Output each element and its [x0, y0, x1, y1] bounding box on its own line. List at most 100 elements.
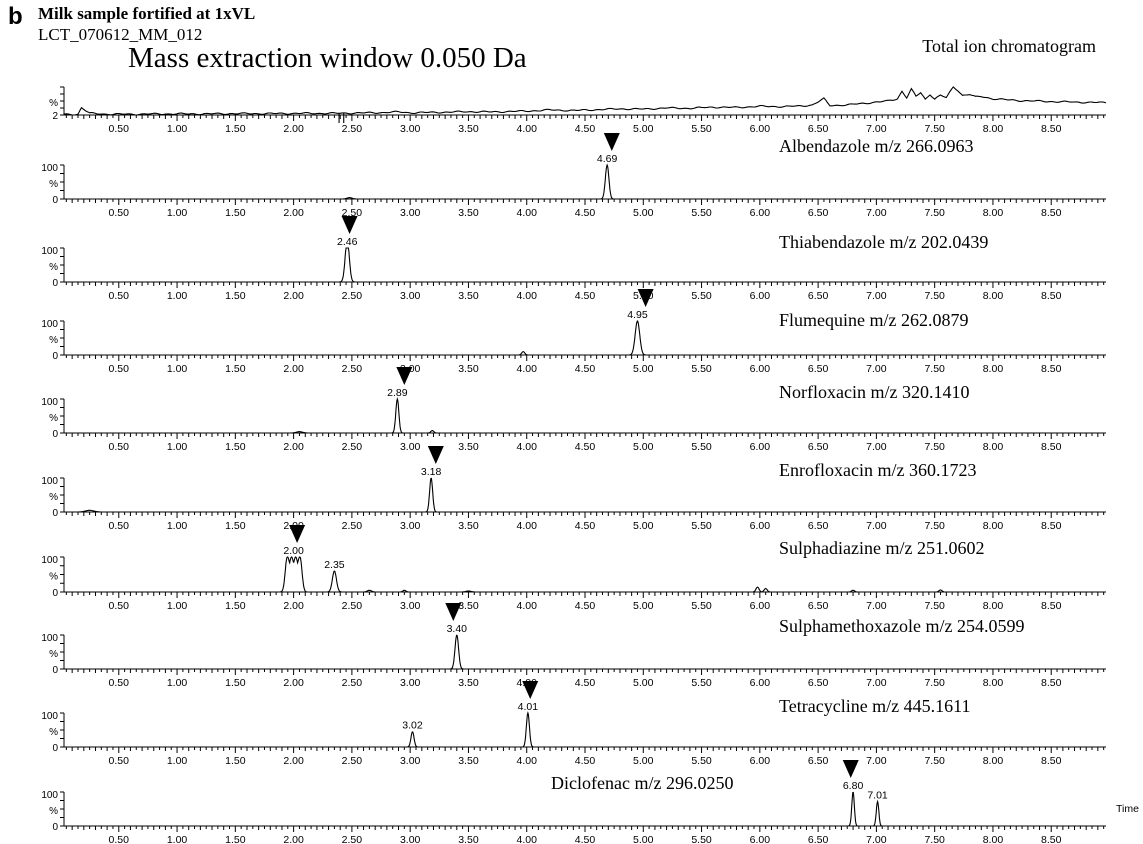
- peak-label: 3.18: [421, 466, 442, 478]
- chromatogram-trace: [64, 477, 1106, 513]
- x-tick-label: 6.50: [808, 363, 829, 375]
- y-bottom-label: 0: [52, 351, 58, 362]
- x-tick-label: 6.00: [750, 600, 771, 612]
- x-tick-label: 5.00: [633, 520, 654, 532]
- x-tick-label: 0.50: [109, 123, 130, 135]
- x-tick-label: 8.00: [983, 520, 1004, 532]
- peak-label: 4.95: [627, 309, 648, 321]
- x-tick-label: 2.50: [342, 834, 363, 844]
- peak-label: 2.00: [283, 545, 304, 557]
- x-tick-label: 3.00: [400, 290, 421, 302]
- peak-label: 2.46: [337, 236, 358, 248]
- x-tick-label: 1.50: [225, 677, 246, 689]
- chromatogram-trace: [64, 634, 1106, 670]
- chromatogram-trace: [64, 556, 1106, 593]
- x-tick-label: 6.00: [750, 363, 771, 375]
- trace-name: Tetracycline m/z 445.1611: [779, 696, 971, 716]
- x-tick-label: 8.00: [983, 677, 1004, 689]
- trace-name: Sulphamethoxazole m/z 254.0599: [779, 616, 1024, 636]
- trace-name: Enrofloxacin m/z 360.1723: [779, 460, 976, 480]
- y-top-label: 100: [41, 711, 58, 722]
- x-tick-label: 5.50: [691, 600, 712, 612]
- marker-arrow: [427, 446, 444, 464]
- chromatogram-panel: 100% 0 0.50 1.00 1.50 2.00 2.50 3.00 3.50 4.00 4.5…: [41, 367, 1106, 453]
- x-tick-label: 6.00: [750, 123, 771, 135]
- x-tick-label: 2.00: [283, 834, 304, 844]
- x-tick-label: 3.00: [400, 755, 421, 767]
- chromatogram-panel: % 2 0.50 1.00 1.50 2.00 2.50 3.00 3.50 4.00 4.50 5.…: [49, 36, 1107, 135]
- y-unit-label: %: [49, 98, 58, 109]
- x-tick-label: 4.00: [517, 207, 538, 219]
- x-tick-label: 2.00: [283, 363, 304, 375]
- x-tick-label: 2.50: [342, 677, 363, 689]
- x-tick-label: 5.50: [691, 755, 712, 767]
- x-tick-label: 4.00: [517, 520, 538, 532]
- marker-arrow: [396, 367, 413, 385]
- x-tick-label: 7.50: [924, 441, 945, 453]
- x-tick-label: 4.50: [575, 600, 596, 612]
- y-top-label: 100: [41, 163, 58, 174]
- x-tick-label: 4.00: [517, 755, 538, 767]
- peak-label: 3.40: [447, 623, 468, 635]
- x-tick-label: 7.50: [924, 123, 945, 135]
- x-tick-label: 2.50: [342, 441, 363, 453]
- x-tick-label: 1.50: [225, 363, 246, 375]
- x-tick-label: 5.00: [633, 834, 654, 844]
- y-unit-label: %: [49, 572, 58, 583]
- y-unit-label: %: [49, 179, 58, 190]
- x-tick-label: 1.50: [225, 290, 246, 302]
- y-unit-label: %: [49, 262, 58, 273]
- y-bottom-label: 2: [52, 111, 58, 122]
- x-tick-label: 8.00: [983, 441, 1004, 453]
- x-tick-label: 7.50: [924, 290, 945, 302]
- x-tick-label: 3.00: [400, 520, 421, 532]
- x-tick-label: 6.50: [808, 834, 829, 844]
- x-tick-label: 7.50: [924, 363, 945, 375]
- x-tick-label: 3.50: [458, 520, 479, 532]
- y-top-label: 100: [41, 246, 58, 257]
- x-tick-label: 8.50: [1041, 123, 1062, 135]
- x-tick-label: 6.50: [808, 600, 829, 612]
- x-tick-label: 6.50: [808, 290, 829, 302]
- x-axis-title: Time: [1116, 803, 1139, 815]
- marker-arrow: [522, 681, 539, 699]
- x-tick-label: 7.00: [866, 600, 887, 612]
- x-tick-label: 7.50: [924, 834, 945, 844]
- y-bottom-label: 0: [52, 822, 58, 833]
- x-tick-label: 0.50: [109, 755, 130, 767]
- x-tick-label: 8.00: [983, 290, 1004, 302]
- x-tick-label: 1.00: [167, 677, 188, 689]
- x-tick-label: 8.50: [1041, 363, 1062, 375]
- x-tick-label: 8.00: [983, 363, 1004, 375]
- y-bottom-label: 0: [52, 278, 58, 289]
- marker-arrow: [445, 603, 462, 621]
- x-tick-label: 3.00: [400, 834, 421, 844]
- x-tick-label: 7.50: [924, 207, 945, 219]
- y-top-label: 100: [41, 476, 58, 487]
- marker-arrow: [289, 525, 306, 543]
- x-tick-label: 6.50: [808, 520, 829, 532]
- x-tick-label: 5.50: [691, 123, 712, 135]
- x-tick-label: 3.00: [400, 123, 421, 135]
- x-tick-label: 2.00: [283, 441, 304, 453]
- x-tick-label: 0.50: [109, 600, 130, 612]
- x-tick-label: 3.50: [458, 834, 479, 844]
- x-tick-label: 7.00: [866, 441, 887, 453]
- trace-name: Norfloxacin m/z 320.1410: [779, 382, 969, 402]
- y-unit-label: %: [49, 413, 58, 424]
- x-tick-label: 2.00: [283, 755, 304, 767]
- x-tick-label: 5.50: [691, 441, 712, 453]
- marker-arrow: [603, 133, 620, 151]
- x-tick-label: 4.50: [575, 363, 596, 375]
- x-tick-label: 6.50: [808, 207, 829, 219]
- x-tick-label: 1.50: [225, 520, 246, 532]
- y-unit-label: %: [49, 492, 58, 503]
- x-tick-label: 0.50: [109, 677, 130, 689]
- x-tick-label: 8.50: [1041, 755, 1062, 767]
- y-unit-label: %: [49, 335, 58, 346]
- x-tick-label: 7.00: [866, 834, 887, 844]
- x-tick-label: 3.00: [400, 600, 421, 612]
- x-tick-label: 8.50: [1041, 207, 1062, 219]
- x-tick-label: 3.00: [400, 441, 421, 453]
